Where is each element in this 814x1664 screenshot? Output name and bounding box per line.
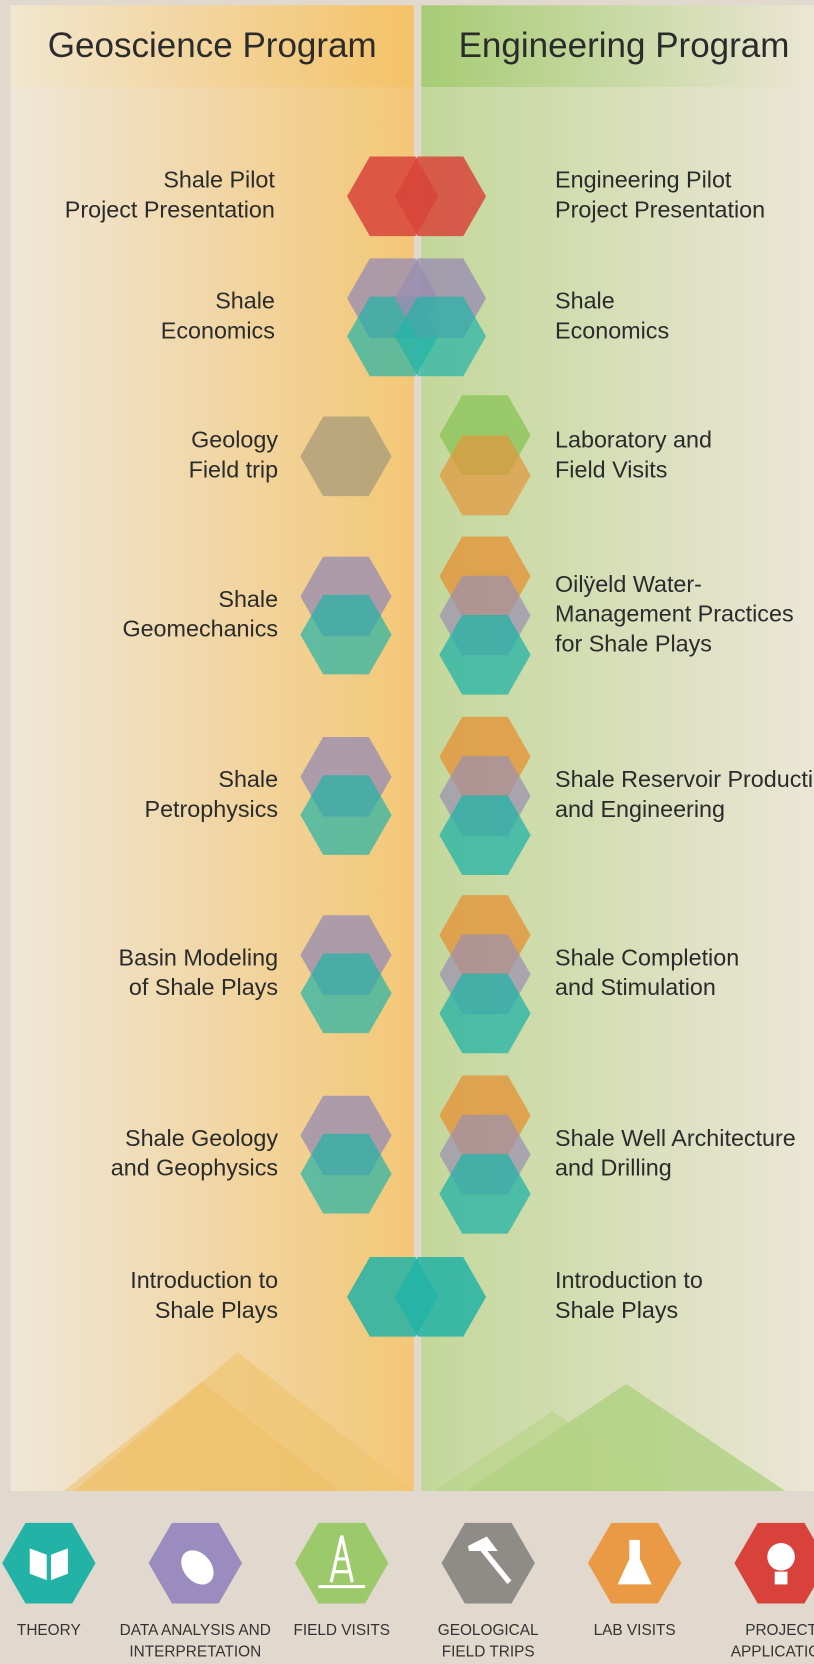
left-label: Shale [215,288,275,314]
left-label: Geology [191,427,278,453]
legend-label: GEOLOGICAL [438,1622,539,1639]
right-label: Engineering Pilot [555,167,732,193]
right-label: Shale Plays [555,1297,678,1323]
right-title: Engineering Program [459,26,790,65]
legend-label: APPLICATION [731,1643,814,1660]
icon-glyph [767,1543,795,1571]
left-label: Shale Plays [155,1297,278,1323]
left-label: Geomechanics [122,616,278,642]
right-label: Management Practices [555,601,794,627]
right-label: Oilÿeld Water- [555,571,702,597]
legend-icon [2,1523,95,1604]
right-label: Introduction to [555,1267,703,1293]
legend-label: PROJECT [745,1622,814,1639]
left-label: Shale [218,766,278,792]
legend-label: FIELD TRIPS [442,1643,535,1660]
right-label: Shale Well Architecture [555,1125,796,1151]
diagram: Geoscience Program Engineering Program S… [0,0,814,1664]
left-label: Shale [218,586,278,612]
left-label: Shale Pilot [163,167,275,193]
left-label: Project Presentation [65,196,275,222]
left-label: Field trip [189,456,278,482]
right-label: and Drilling [555,1155,672,1181]
left-label: of Shale Plays [129,974,278,1000]
right-label: Shale [555,288,615,314]
right-label: Project Presentation [555,196,765,222]
right-label: Shale Completion [555,945,739,971]
icon-glyph [775,1572,788,1585]
legend: THEORY DATA ANALYSIS AND INTERPRETATION FIE… [2,1523,814,1661]
right-label: for Shale Plays [555,630,712,656]
left-label: Basin Modeling [119,945,279,971]
left-label: Shale Geology [125,1125,278,1151]
legend-label: THEORY [17,1622,81,1639]
left-label: and Geophysics [111,1155,278,1181]
right-label: Economics [555,317,669,343]
left-title: Geoscience Program [48,26,377,65]
right-label: and Engineering [555,796,725,822]
legend-icon [441,1523,534,1604]
right-label: Laboratory and [555,427,712,453]
left-label: Introduction to [130,1267,278,1293]
legend-label: LAB VISITS [594,1622,676,1639]
legend-label: DATA ANALYSIS AND [120,1622,271,1639]
right-label: Shale Reservoir Production [555,766,814,792]
left-label: Petrophysics [145,796,279,822]
legend-label: INTERPRETATION [129,1643,261,1660]
right-label: Field Visits [555,456,667,482]
legend-label: FIELD VISITS [293,1622,390,1639]
right-label: and Stimulation [555,974,716,1000]
left-label: Economics [161,317,275,343]
page: {"header": {"left_title": "Geoscience Pr… [0,0,814,1664]
legend-icon [295,1523,388,1604]
